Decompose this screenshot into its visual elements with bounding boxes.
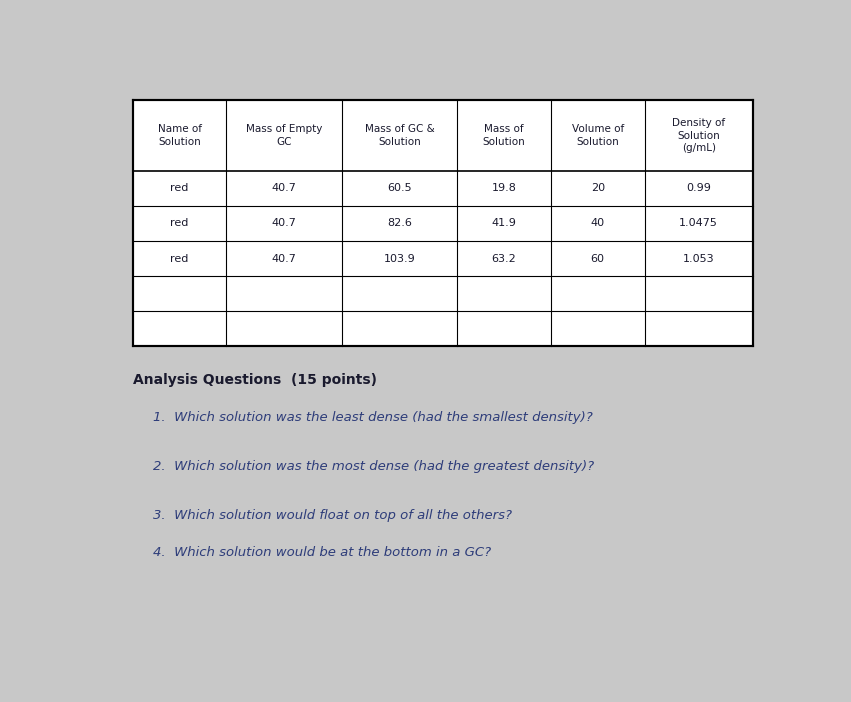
FancyBboxPatch shape [133, 100, 752, 346]
Text: Mass of
Solution: Mass of Solution [483, 124, 525, 147]
Text: Density of
Solution
(g/mL): Density of Solution (g/mL) [672, 118, 725, 153]
Text: 0.99: 0.99 [686, 183, 711, 193]
Text: 3.  Which solution would float on top of all the others?: 3. Which solution would float on top of … [152, 508, 511, 522]
Text: 1.  Which solution was the least dense (had the smallest density)?: 1. Which solution was the least dense (h… [152, 411, 592, 424]
Text: 1.0475: 1.0475 [679, 218, 718, 228]
Text: 1.053: 1.053 [683, 253, 715, 263]
Text: 2.  Which solution was the most dense (had the greatest density)?: 2. Which solution was the most dense (ha… [152, 460, 594, 473]
Text: 40.7: 40.7 [271, 218, 297, 228]
Text: 40: 40 [591, 218, 605, 228]
Text: Volume of
Solution: Volume of Solution [572, 124, 624, 147]
Text: 60.5: 60.5 [387, 183, 412, 193]
Text: 19.8: 19.8 [492, 183, 517, 193]
Text: red: red [170, 218, 189, 228]
Text: Mass of Empty
GC: Mass of Empty GC [246, 124, 323, 147]
Text: 63.2: 63.2 [492, 253, 517, 263]
Text: red: red [170, 183, 189, 193]
Text: 60: 60 [591, 253, 605, 263]
Text: red: red [170, 253, 189, 263]
Text: Mass of GC &
Solution: Mass of GC & Solution [364, 124, 434, 147]
Text: 4.  Which solution would be at the bottom in a GC?: 4. Which solution would be at the bottom… [152, 546, 491, 559]
Text: 40.7: 40.7 [271, 253, 297, 263]
Text: 41.9: 41.9 [492, 218, 517, 228]
Text: 20: 20 [591, 183, 605, 193]
Text: 103.9: 103.9 [384, 253, 415, 263]
Text: Analysis Questions  (15 points): Analysis Questions (15 points) [133, 373, 377, 388]
Text: Name of
Solution: Name of Solution [157, 124, 202, 147]
Text: 82.6: 82.6 [387, 218, 412, 228]
Text: 40.7: 40.7 [271, 183, 297, 193]
